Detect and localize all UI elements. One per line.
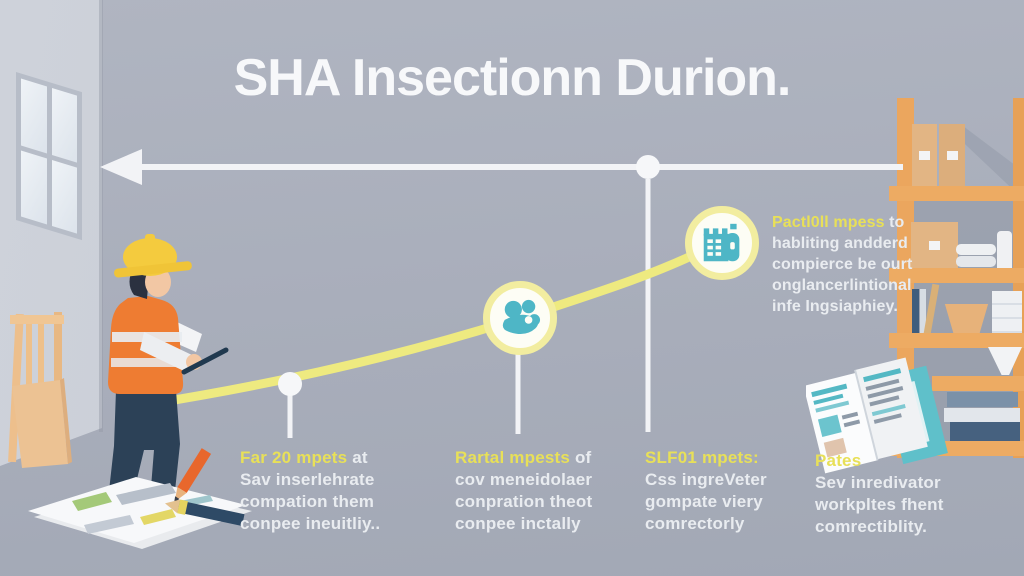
callout-line: habliting andderd xyxy=(772,235,908,252)
timeline-arrowhead-icon xyxy=(100,149,142,185)
callout-line: compierce be ourt xyxy=(772,256,913,273)
plan-block-green xyxy=(72,492,112,511)
paper-stack xyxy=(956,256,996,267)
caption-heading: Rartal mpests of xyxy=(455,448,592,467)
curve-dot xyxy=(278,372,302,396)
worker-pants xyxy=(108,390,180,500)
plan-block-gray xyxy=(84,515,134,534)
box-label xyxy=(946,150,958,160)
caption-heading: Pates xyxy=(815,451,862,470)
caption-line: Sev inredivator xyxy=(815,473,941,492)
book xyxy=(947,392,1018,407)
callout-heading: Pactl0ll mpess to xyxy=(772,214,905,231)
paper-stack xyxy=(956,244,996,255)
wall-corner xyxy=(99,0,103,432)
book-page xyxy=(806,372,878,474)
page-title: SHA Insectionn Durion. xyxy=(233,49,792,107)
milestone-caption-2: Rartal mpests of cov meneidolaer conprat… xyxy=(455,447,625,535)
progress-curve xyxy=(145,243,713,409)
milestone-caption-3: SLF01 mpets: Css ingreVeter gompate vier… xyxy=(645,447,815,535)
milestone-caption-1: Far 20 mpets at Sav inserlehrate compati… xyxy=(240,447,410,535)
box-label xyxy=(929,240,940,250)
plan-block-yellow xyxy=(140,509,176,525)
cardboard-box xyxy=(912,124,937,186)
process-gears-icon xyxy=(502,299,541,335)
book xyxy=(950,422,1020,441)
worker-forearm xyxy=(140,332,194,372)
shelf-board xyxy=(932,376,1024,391)
caption-line: compation them xyxy=(240,492,375,511)
caption-line: comrectorly xyxy=(645,514,745,533)
navy-pencil xyxy=(165,499,245,526)
caption-line: cov meneidolaer xyxy=(455,470,593,489)
timeline-dot xyxy=(636,155,660,179)
hard-hat-knob xyxy=(145,234,155,243)
caption-line: Sav inserlehrate xyxy=(240,470,375,489)
caption-line: workpltes fhent xyxy=(815,495,944,514)
pen xyxy=(181,347,229,375)
hard-hat-brim xyxy=(114,261,192,278)
caption-line: conpee ineuitliy.. xyxy=(240,514,381,533)
cardboard-box xyxy=(911,222,958,268)
book xyxy=(944,408,1020,422)
vest-stripe xyxy=(111,358,182,367)
building-icon xyxy=(703,223,740,262)
caption-heading: Far 20 mpets at xyxy=(240,448,368,467)
wooden-chair xyxy=(8,312,72,468)
book xyxy=(920,289,926,333)
plan-sheet xyxy=(28,477,246,543)
caption-heading: SLF01 mpets: xyxy=(645,448,759,467)
milestone-badge xyxy=(483,281,557,355)
caption-line: comrectiblity. xyxy=(815,517,928,536)
floor-plans xyxy=(28,448,252,549)
shelf-board xyxy=(889,333,1024,348)
plan-block-gray xyxy=(116,483,176,505)
cardboard-box xyxy=(939,124,965,186)
caption-line: conpee inctally xyxy=(455,514,581,533)
callout-text: Pactl0ll mpess to habliting andderd comp… xyxy=(772,212,924,317)
callout-line: infe Ingsiaphiey. xyxy=(772,298,898,315)
milestone-badge xyxy=(685,206,759,280)
shelf-board xyxy=(889,268,1024,283)
caption-line: Css ingreVeter xyxy=(645,470,767,489)
caption-line: conpration theot xyxy=(455,492,593,511)
page-figure xyxy=(817,414,842,437)
open-book-and-folder xyxy=(806,357,948,474)
book xyxy=(912,289,919,333)
shelf-board xyxy=(889,186,1024,201)
caption-line: gompate viery xyxy=(645,492,763,511)
page-figure xyxy=(823,437,847,458)
box-label xyxy=(919,150,930,160)
callout-line: onglancerlintional xyxy=(772,277,912,294)
book-stack xyxy=(992,291,1022,333)
bottle xyxy=(997,231,1012,268)
milestone-caption-4: Pates Sev inredivator workpltes fhent co… xyxy=(815,450,985,538)
bowl xyxy=(944,304,989,333)
